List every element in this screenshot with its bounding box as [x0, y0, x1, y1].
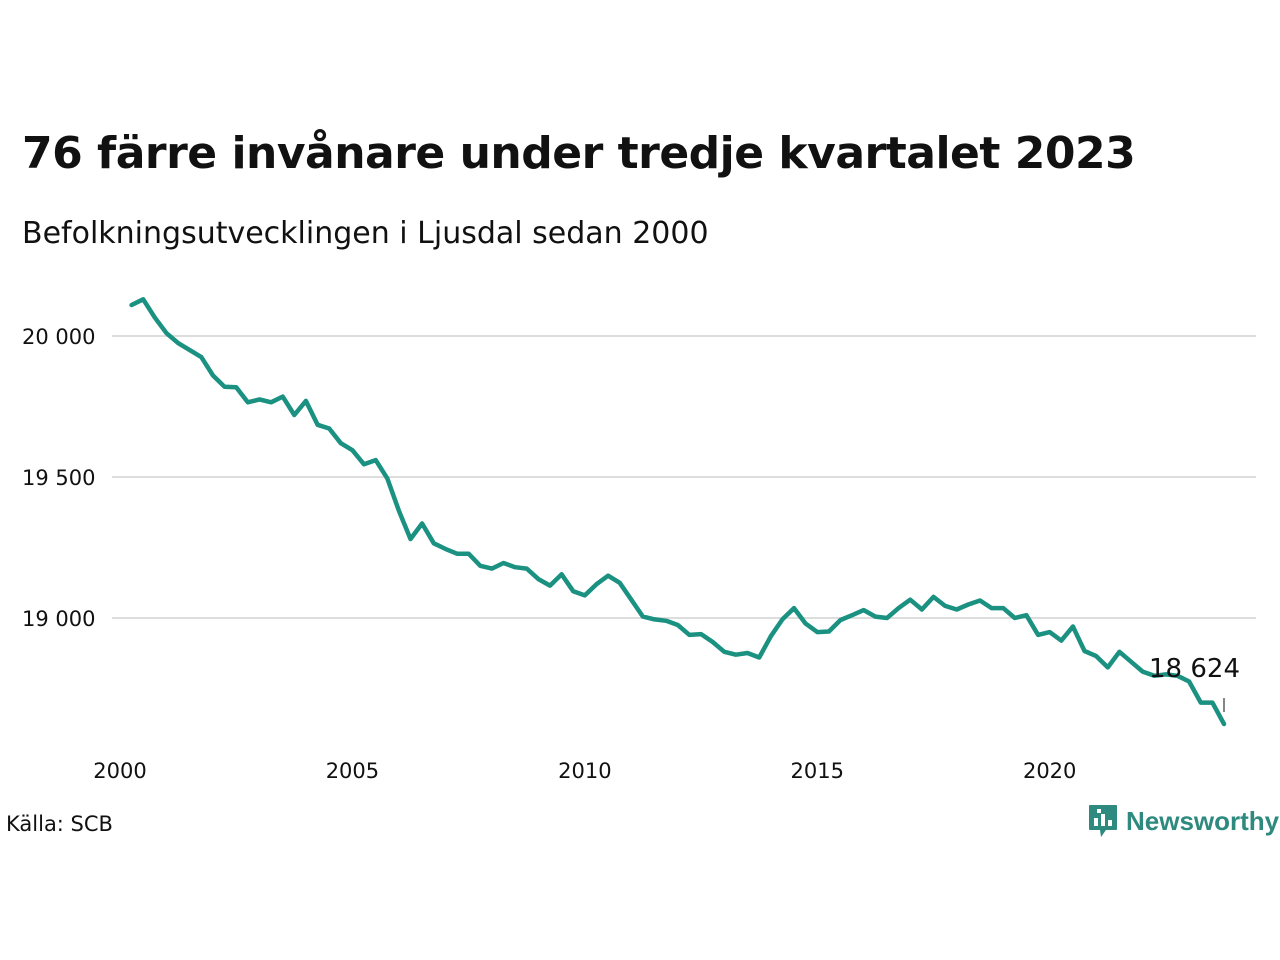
x-tick-label: 2000 [93, 759, 146, 783]
bar-chart-speech-bubble-icon [1089, 805, 1117, 837]
chart-title: 76 färre invånare under tredje kvartalet… [22, 128, 1136, 179]
y-tick-label: 20 000 [22, 325, 95, 349]
x-tick-label: 2010 [558, 759, 611, 783]
x-axis-tick-labels: 2000 2005 2010 2015 2020 [93, 759, 1076, 783]
chart-subtitle: Befolkningsutvecklingen i Ljusdal sedan … [22, 216, 709, 251]
brand-name: Newsworthy [1126, 805, 1280, 836]
x-tick-label: 2020 [1023, 759, 1076, 783]
x-tick-label: 2015 [791, 759, 844, 783]
y-tick-label: 19 500 [22, 466, 95, 490]
x-tick-label: 2005 [326, 759, 379, 783]
last-value-label: 18 624 [1149, 654, 1240, 684]
gridlines [112, 335, 1256, 619]
source-note: Källa: SCB [6, 812, 113, 836]
y-tick-label: 19 000 [22, 607, 95, 631]
annotations: 18 624 [1149, 654, 1240, 713]
series-line [129, 297, 1227, 727]
y-axis-tick-labels: 19 000 19 500 20 000 [22, 325, 95, 631]
series-group [129, 297, 1227, 727]
brand-logo: Newsworthy [1088, 804, 1279, 838]
